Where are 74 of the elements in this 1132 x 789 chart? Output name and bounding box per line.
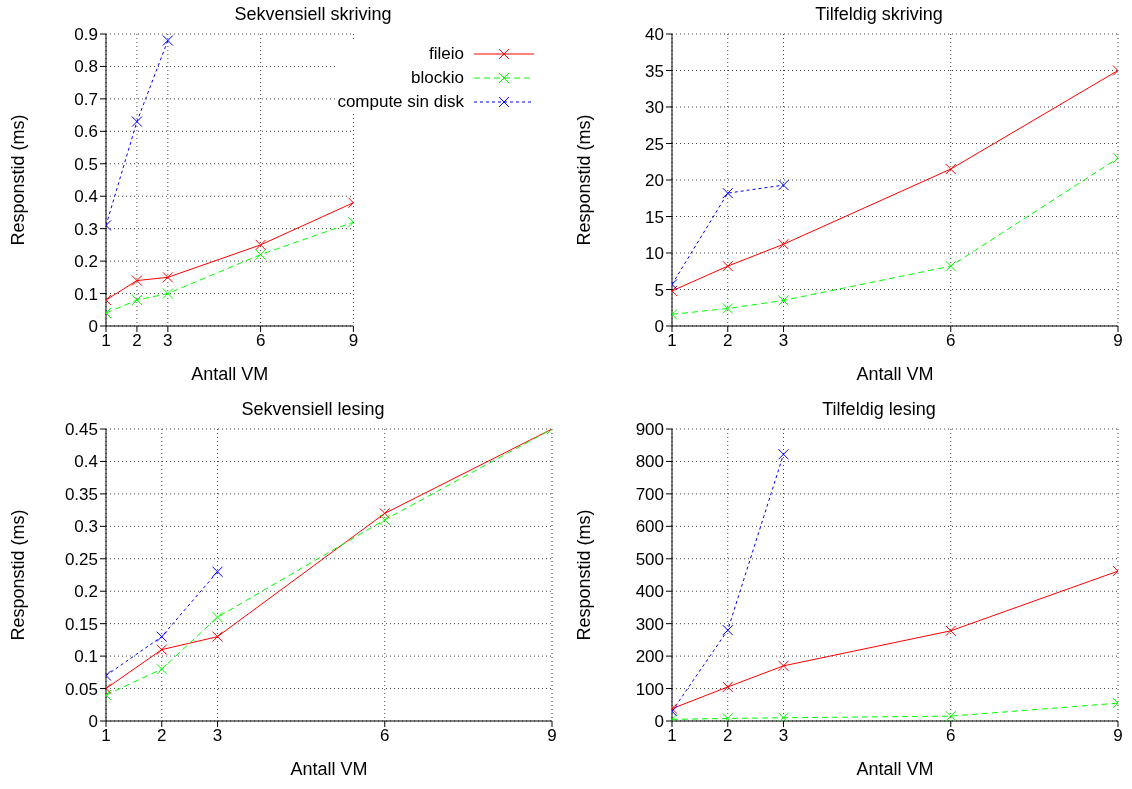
y-axis-title: Responstid (ms): [574, 114, 595, 246]
y-axis-title: Responstid (ms): [8, 508, 29, 641]
y-tick-label: 500: [635, 549, 664, 569]
y-tick-label: 0.3: [74, 516, 98, 536]
chart-title: Tilfeldig skriving: [815, 4, 943, 24]
x-tick-label: 6: [255, 331, 266, 351]
y-tick-label: 0.2: [74, 252, 98, 272]
y-axis-title: Responstid (ms): [8, 114, 29, 246]
y-tick-label: 900: [635, 419, 664, 439]
y-tick-label: 0.4: [74, 187, 98, 207]
x-tick-label: 6: [946, 725, 956, 745]
y-tick-label: 0.4: [74, 451, 98, 471]
x-axis-title: Antall VM: [191, 364, 269, 384]
y-tick-label: 20: [645, 171, 664, 191]
legend-label: blockio: [411, 68, 464, 88]
x-tick-label: 3: [778, 725, 789, 745]
y-tick-label: 0.1: [74, 646, 98, 666]
y-tick-label: 300: [635, 614, 664, 634]
x-tick-label: 3: [778, 331, 789, 351]
x-tick-label: 2: [723, 331, 733, 351]
y-tick-label: 0: [654, 711, 664, 731]
y-tick-label: 0.15: [64, 614, 98, 634]
y-tick-label: 800: [635, 451, 664, 471]
y-tick-label: 5: [654, 280, 664, 300]
x-tick-label: 1: [101, 725, 111, 745]
chart-title: Sekvensiell lesing: [241, 398, 385, 419]
y-tick-label: 0.1: [74, 284, 98, 304]
x-tick-label: 3: [163, 331, 173, 351]
y-tick-label: 0.45: [64, 419, 98, 439]
y-tick-label: 0.05: [64, 679, 98, 699]
y-tick-label: 0.6: [74, 122, 98, 142]
y-tick-label: 0.9: [74, 25, 98, 45]
x-tick-label: 9: [547, 725, 557, 745]
x-tick-label: 1: [667, 331, 677, 351]
y-tick-label: 0.5: [74, 154, 98, 174]
y-tick-label: 10: [645, 244, 664, 264]
x-tick-label: 6: [946, 331, 956, 351]
y-tick-label: 0: [88, 317, 98, 337]
y-tick-label: 0.3: [74, 219, 98, 239]
y-tick-label: 600: [635, 516, 664, 536]
x-tick-label: 2: [723, 725, 733, 745]
y-tick-label: 35: [645, 61, 664, 81]
y-tick-label: 0.25: [64, 549, 98, 569]
x-axis-title: Antall VM: [290, 758, 368, 779]
x-tick-label: 9: [1113, 331, 1123, 351]
y-tick-label: 0: [88, 711, 98, 731]
chart-title: Tilfeldig lesing: [822, 398, 936, 419]
x-axis-title: Antall VM: [856, 364, 934, 384]
y-tick-label: 25: [645, 134, 664, 154]
y-tick-label: 200: [635, 646, 664, 666]
x-tick-label: 9: [1113, 725, 1123, 745]
y-tick-label: 0.7: [74, 89, 98, 109]
x-tick-label: 9: [348, 331, 359, 351]
y-axis-title: Responstid (ms): [574, 508, 595, 641]
legend-label: fileio: [429, 44, 464, 64]
x-tick-label: 2: [132, 331, 142, 351]
y-tick-label: 400: [635, 581, 664, 601]
y-tick-label: 15: [645, 207, 664, 227]
chart-title: Sekvensiell skriving: [234, 4, 392, 24]
y-tick-label: 30: [645, 98, 664, 118]
x-tick-label: 2: [157, 725, 167, 745]
y-tick-label: 0.8: [74, 57, 98, 77]
x-axis-title: Antall VM: [856, 758, 934, 779]
y-tick-label: 0: [654, 317, 664, 337]
y-tick-label: 700: [635, 484, 664, 504]
x-tick-label: 6: [380, 725, 390, 745]
y-tick-label: 40: [645, 25, 664, 45]
x-tick-label: 3: [212, 725, 223, 745]
y-tick-label: 100: [635, 679, 664, 699]
x-tick-label: 1: [667, 725, 677, 745]
legend-label: compute sin disk: [337, 92, 464, 112]
x-tick-label: 1: [101, 331, 111, 351]
y-tick-label: 0.2: [74, 581, 98, 601]
y-tick-label: 0.35: [64, 484, 98, 504]
